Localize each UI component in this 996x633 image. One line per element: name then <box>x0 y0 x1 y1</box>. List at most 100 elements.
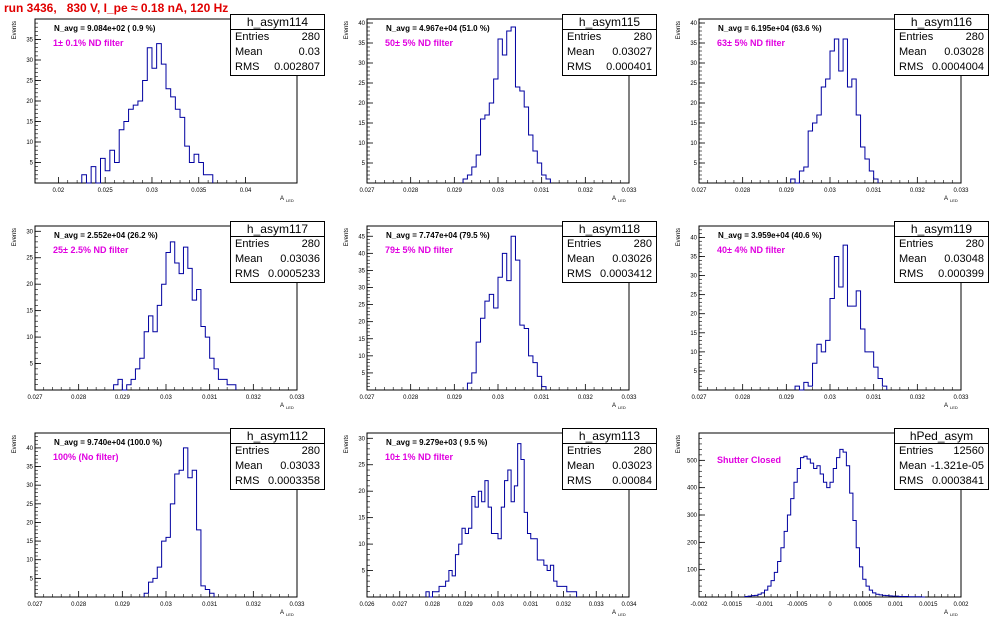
stats-row-rms: RMS 0.0004004 <box>895 60 988 75</box>
x-tick-label: 0.031 <box>866 395 882 401</box>
stats-label: Mean <box>899 460 927 472</box>
y-tick-label: 40 <box>358 251 365 257</box>
y-tick-label: 10 <box>26 335 33 341</box>
y-tick-label: 20 <box>26 282 33 288</box>
x-tick-label: 0.027 <box>27 395 43 401</box>
x-axis-subscript: LED <box>618 612 626 617</box>
filter-label: 1± 0.1% ND filter <box>53 38 124 48</box>
stats-row-mean: Mean 0.03027 <box>563 45 656 60</box>
x-tick-label: 0.028 <box>735 188 751 194</box>
x-tick-label: -0.002 <box>690 602 708 608</box>
histogram-plot: 0.027 0.028 0.029 0.03 0.031 0.032 0.033 5 10 15 2… <box>344 18 637 203</box>
histogram-plot: 0.027 0.028 0.029 0.03 0.031 0.032 0.033 5 10 15 2… <box>12 225 305 410</box>
x-tick-label: -0.0015 <box>722 602 743 608</box>
x-tick-label: 0.029 <box>779 395 795 401</box>
stats-value: 0.03026 <box>612 253 652 265</box>
stats-label: Entries <box>567 31 602 43</box>
filter-label: 40± 4% ND filter <box>717 245 785 255</box>
stats-value: 0.002807 <box>274 61 320 73</box>
y-tick-label: 40 <box>358 21 365 27</box>
y-tick-label: 25 <box>690 81 697 87</box>
stats-value: 0.0005233 <box>268 268 320 280</box>
x-tick-label: 0.027 <box>359 188 375 194</box>
stats-value: 0.03033 <box>280 460 320 472</box>
y-tick-label: 30 <box>26 483 33 489</box>
y-tick-label: 35 <box>358 268 365 274</box>
stats-box: hPed_asym Entries 12560 Mean -1.321e-05 RMS 0.… <box>894 428 989 490</box>
y-tick-label: 30 <box>690 61 697 67</box>
y-tick-label: 25 <box>26 79 33 85</box>
histogram-line <box>143 447 215 597</box>
x-tick-label: 0.033 <box>953 188 969 194</box>
y-tick-label: 35 <box>690 255 697 261</box>
x-axis-subscript: LED <box>618 198 626 203</box>
histogram-panel-h_asym115: 0.027 0.028 0.029 0.03 0.031 0.032 0.033 5 10 15 2… <box>340 14 666 219</box>
x-tick-label: 0.03 <box>146 188 158 194</box>
x-tick-label: -0.001 <box>756 602 774 608</box>
x-tick-label: 0.03 <box>492 395 504 401</box>
stats-value: 0.0003841 <box>932 475 984 487</box>
y-tick-label: 35 <box>358 41 365 47</box>
navg-label: N_avg = 9.279e+03 ( 9.5 %) <box>386 438 488 447</box>
y-axis-title: Events <box>676 21 682 39</box>
y-tick-label: 20 <box>690 312 697 318</box>
y-tick-label: 40 <box>690 21 697 27</box>
x-axis-title: A <box>944 196 948 202</box>
stats-title: h_asym113 <box>563 429 656 444</box>
x-axis-title: A <box>280 196 284 202</box>
stats-label: Mean <box>567 46 595 58</box>
y-tick-label: 15 <box>690 331 697 337</box>
stats-label: Mean <box>235 253 263 265</box>
x-tick-label: 0.029 <box>447 395 463 401</box>
y-tick-label: 25 <box>26 256 33 262</box>
y-axis-title: Events <box>676 228 682 246</box>
x-axis-title: A <box>612 610 616 616</box>
histogram-line <box>794 244 888 391</box>
stats-row-entries: Entries 280 <box>231 444 324 459</box>
stats-title: h_asym114 <box>231 15 324 30</box>
x-tick-label: 0.02 <box>53 188 65 194</box>
y-tick-label: 15 <box>690 121 697 127</box>
stats-value: 280 <box>633 31 652 43</box>
y-tick-label: 5 <box>30 362 34 368</box>
x-tick-label: 0.028 <box>403 188 419 194</box>
filter-label: 25± 2.5% ND filter <box>53 245 129 255</box>
x-tick-label: 0.028 <box>71 395 87 401</box>
y-tick-label: 20 <box>690 101 697 107</box>
x-tick-label: 0.028 <box>425 602 441 608</box>
stats-value: 0.0004004 <box>932 61 984 73</box>
x-tick-label: 0.029 <box>779 188 795 194</box>
histogram-panel-h_asym118: 0.027 0.028 0.029 0.03 0.031 0.032 0.033 5 10 15 2… <box>340 221 666 426</box>
x-axis-subscript: LED <box>286 405 294 410</box>
y-tick-label: 200 <box>687 540 698 546</box>
histogram-plot: 0.027 0.028 0.029 0.03 0.031 0.032 0.033 5 10 15 2… <box>344 225 637 410</box>
x-tick-label: 0.025 <box>98 188 114 194</box>
stats-label: RMS <box>235 475 260 487</box>
x-tick-label: 0.032 <box>578 395 594 401</box>
stats-value: 280 <box>965 238 984 250</box>
stats-value: 12560 <box>953 445 984 457</box>
stats-value: 0.03048 <box>944 253 984 265</box>
x-tick-label: 0.03 <box>824 395 836 401</box>
navg-label: N_avg = 9.740e+04 (100.0 %) <box>54 438 163 447</box>
x-tick-label: 0.033 <box>289 602 305 608</box>
stats-value: 0.03027 <box>612 46 652 58</box>
y-tick-label: 400 <box>687 486 698 492</box>
y-tick-label: 15 <box>358 516 365 522</box>
y-tick-label: 15 <box>358 121 365 127</box>
y-tick-label: 5 <box>362 569 366 575</box>
y-tick-label: 5 <box>30 161 34 167</box>
y-tick-label: 35 <box>26 465 33 471</box>
navg-label: N_avg = 7.747e+04 (79.5 %) <box>386 231 490 240</box>
y-tick-label: 25 <box>358 81 365 87</box>
y-axis-title: Events <box>12 435 18 453</box>
x-axis-title: A <box>944 610 948 616</box>
stats-row-entries: Entries 280 <box>231 30 324 45</box>
histogram-plot: 0.02 0.025 0.03 0.035 0.04 5 10 15 20 25 30 35 Event… <box>12 18 298 203</box>
stats-box: h_asym113 Entries 280 Mean 0.03023 RMS 0.00084 <box>562 428 657 490</box>
y-axis-title: Events <box>344 435 350 453</box>
histogram-line <box>744 448 925 598</box>
stats-row-mean: Mean 0.03023 <box>563 459 656 474</box>
stats-row-entries: Entries 280 <box>563 444 656 459</box>
stats-box: h_asym116 Entries 280 Mean 0.03028 RMS 0.00040… <box>894 14 989 76</box>
